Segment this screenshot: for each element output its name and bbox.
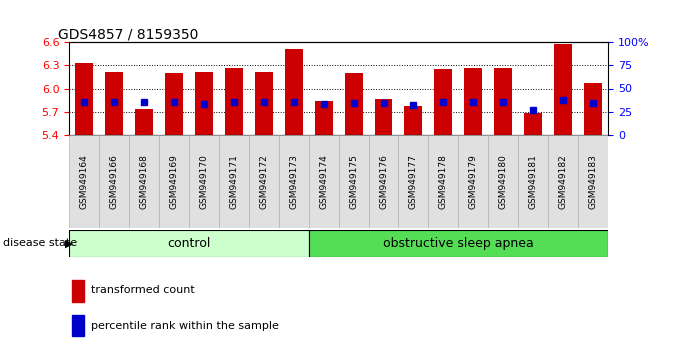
- FancyBboxPatch shape: [458, 135, 489, 228]
- Text: GSM949172: GSM949172: [259, 154, 268, 209]
- Text: percentile rank within the sample: percentile rank within the sample: [91, 320, 279, 331]
- Bar: [135, 109, 153, 135]
- FancyBboxPatch shape: [69, 135, 99, 228]
- FancyBboxPatch shape: [129, 135, 159, 228]
- Bar: [494, 68, 512, 135]
- FancyBboxPatch shape: [578, 135, 608, 228]
- FancyBboxPatch shape: [339, 135, 368, 228]
- Text: GSM949169: GSM949169: [169, 154, 178, 209]
- Text: GSM949180: GSM949180: [499, 154, 508, 209]
- Bar: [75, 63, 93, 135]
- Text: GSM949181: GSM949181: [529, 154, 538, 209]
- Bar: [554, 44, 572, 135]
- Bar: [285, 48, 303, 135]
- Bar: [375, 99, 392, 135]
- Bar: [72, 280, 84, 302]
- FancyBboxPatch shape: [518, 135, 548, 228]
- FancyBboxPatch shape: [159, 135, 189, 228]
- Text: GSM949166: GSM949166: [109, 154, 119, 209]
- Bar: [255, 72, 273, 135]
- Text: ▶: ▶: [65, 238, 73, 249]
- FancyBboxPatch shape: [489, 135, 518, 228]
- Text: GSM949171: GSM949171: [229, 154, 238, 209]
- FancyBboxPatch shape: [368, 135, 399, 228]
- Text: GSM949164: GSM949164: [79, 154, 88, 209]
- FancyBboxPatch shape: [309, 135, 339, 228]
- Text: GSM949168: GSM949168: [140, 154, 149, 209]
- Text: GDS4857 / 8159350: GDS4857 / 8159350: [58, 27, 199, 41]
- Text: control: control: [167, 237, 211, 250]
- Text: GSM949182: GSM949182: [558, 154, 568, 209]
- Bar: [435, 69, 453, 135]
- Bar: [165, 73, 183, 135]
- Text: GSM949173: GSM949173: [289, 154, 299, 209]
- FancyBboxPatch shape: [399, 135, 428, 228]
- Text: GSM949183: GSM949183: [589, 154, 598, 209]
- FancyBboxPatch shape: [428, 135, 458, 228]
- Text: GSM949175: GSM949175: [349, 154, 358, 209]
- Text: GSM949179: GSM949179: [468, 154, 478, 209]
- Bar: [345, 73, 363, 135]
- Bar: [404, 106, 422, 135]
- Text: GSM949178: GSM949178: [439, 154, 448, 209]
- Text: GSM949177: GSM949177: [409, 154, 418, 209]
- Bar: [69, 230, 309, 257]
- Bar: [195, 72, 213, 135]
- Text: transformed count: transformed count: [91, 285, 195, 296]
- FancyBboxPatch shape: [548, 135, 578, 228]
- FancyBboxPatch shape: [249, 135, 278, 228]
- Bar: [314, 101, 332, 135]
- Bar: [309, 230, 608, 257]
- Bar: [105, 72, 123, 135]
- Text: GSM949170: GSM949170: [199, 154, 209, 209]
- FancyBboxPatch shape: [278, 135, 309, 228]
- Text: GSM949174: GSM949174: [319, 154, 328, 209]
- Bar: [464, 68, 482, 135]
- Bar: [72, 315, 84, 336]
- Bar: [584, 83, 602, 135]
- FancyBboxPatch shape: [189, 135, 219, 228]
- Text: GSM949176: GSM949176: [379, 154, 388, 209]
- FancyBboxPatch shape: [99, 135, 129, 228]
- FancyBboxPatch shape: [219, 135, 249, 228]
- Text: obstructive sleep apnea: obstructive sleep apnea: [383, 237, 533, 250]
- Text: disease state: disease state: [3, 238, 77, 249]
- Bar: [225, 68, 243, 135]
- Bar: [524, 113, 542, 135]
